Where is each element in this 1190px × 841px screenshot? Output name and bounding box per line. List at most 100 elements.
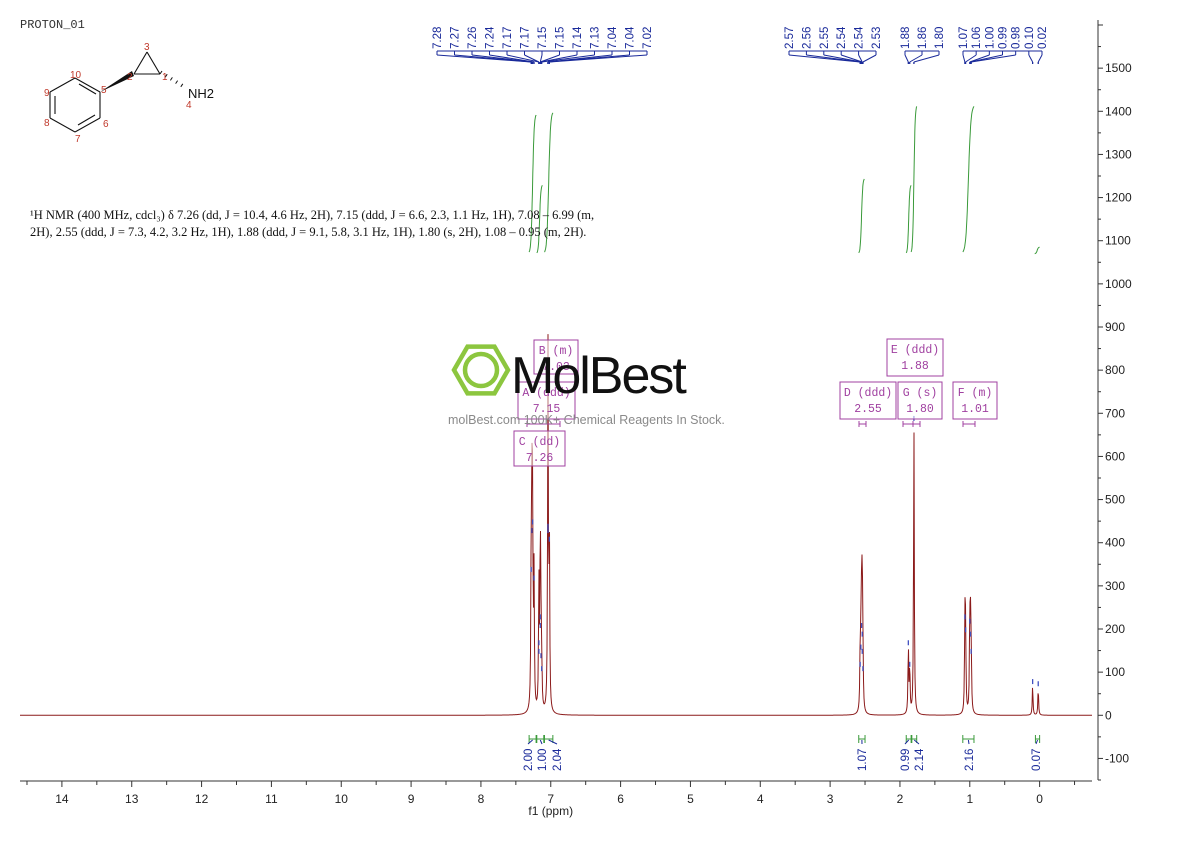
bond [74,117,101,133]
integral-connector [527,739,533,745]
y-tick-label: 700 [1105,406,1125,420]
peak-label-connector [904,54,909,63]
peak-label: 2.55 [819,27,831,49]
bond [164,73,168,78]
integral-connector [913,739,920,745]
multiplet-box [533,339,579,375]
integral-value: 2.14 [914,748,926,771]
peak-label-connector [549,54,648,63]
peak-label-connector [471,54,533,63]
multiplet-shift: 1.01 [961,403,989,416]
peak-label: 0.98 [1011,27,1023,49]
y-tick-label: 1400 [1105,104,1132,118]
watermark-url: molBest.com 100K+ Chemical Reagents In S… [448,413,725,427]
peak-label: 1.88 [900,27,912,49]
y-tick-label: 600 [1105,449,1125,463]
integral-bars: 2.00 1.00 2.04 1.07 0.99 2.14 2.16 0.07 [523,735,1043,771]
y-tick-label: 1200 [1105,191,1132,205]
peak-label: 7.02 [642,27,654,49]
integral-curves [528,106,1040,255]
peak-label: 7.17 [502,27,514,49]
bond [159,70,163,75]
watermark-logo: MolBest [451,344,689,405]
bond [78,83,97,95]
integral-value: 2.04 [552,748,564,771]
integral-curve [528,114,537,253]
peak-label-connector [913,54,940,63]
y-tick-label: -100 [1105,751,1129,765]
logo-ring-icon [462,351,500,389]
multiplet-label: B (m) [539,345,574,358]
peak-label-connector [862,54,877,63]
integral-value: 1.07 [857,749,869,771]
x-tick-label: 7 [547,792,554,806]
y-tick-label: 300 [1105,579,1125,593]
molecule-structure: NH2 1 2 3 4 5 6 7 8 9 10 [44,42,214,145]
multiplet-shift: 1.88 [901,360,929,373]
multiplet-box [839,381,897,420]
integral-connector [1035,739,1038,745]
y-tick-label: 800 [1105,363,1125,377]
peak-label: 7.15 [555,27,567,49]
peak-label-connector [540,54,560,63]
x-tick-label: 14 [55,792,69,806]
wedge-bond [100,71,134,92]
peak-label: 7.28 [432,27,444,49]
peak-label: 7.17 [520,27,532,49]
y-tick-label: 400 [1105,536,1125,550]
y-tick-label: 1000 [1105,277,1132,291]
multiplet-box [517,381,576,420]
integral-curve [1034,246,1040,255]
bond [169,77,173,81]
atom-number: 2 [127,72,133,83]
x-tick-label: 5 [687,792,694,806]
multiplet-label: F (m) [958,387,993,400]
peak-label-connector [524,54,540,63]
x-tick-label: 4 [757,792,764,806]
peak-label-connector [506,54,539,63]
peak-label: 7.24 [485,26,497,49]
x-tick-label: 6 [617,792,624,806]
multiplet-label: C (dd) [519,436,560,449]
atom-number: 7 [75,134,81,145]
multiplet-box [513,430,566,467]
multiplet-shift: 2.55 [854,403,882,416]
integral-value: 0.99 [900,749,912,771]
atom-number: 8 [44,118,50,129]
peak-label-connector [909,54,923,63]
amine-group: NH2 [188,86,214,101]
integral-value: 2.00 [523,749,535,771]
bond [180,83,184,88]
x-tick-label: 10 [335,792,349,806]
peak-label-connector [962,54,966,63]
peak-label: 2.53 [871,27,883,49]
y-tick-label: 100 [1105,665,1125,679]
peak-label-connector [858,54,863,63]
peak-label: 0.99 [998,27,1010,49]
integral-value: 1.00 [537,749,549,771]
spectrum-trace [20,334,1092,716]
integral-value: 2.16 [964,749,976,771]
y-tick-label: 1500 [1105,61,1132,75]
peak-label: 7.13 [590,27,602,49]
peak-label: 0.02 [1037,27,1049,49]
atom-number: 9 [44,88,50,99]
y-tick-label: 1300 [1105,147,1132,161]
peak-label-connector [489,54,535,63]
peak-label-connector [965,54,977,63]
multiplet-shift: 1.80 [906,403,934,416]
integral-connector [967,739,970,745]
peak-label: 7.27 [450,27,462,49]
y-axis: -100 0 100 200 300 400 500 600 700 800 900 1000 1100… [1097,20,1132,781]
x-tick-label: 11 [265,792,278,806]
peak-label: 7.04 [607,26,619,49]
peak-labels: 7.28 7.27 7.26 7.24 7.17 7.17 7.15 7.15 7.14 7.13… [432,26,1049,64]
y-tick-label: 900 [1105,320,1125,334]
multiplet-shift: 7.26 [526,452,554,465]
peak-label: 2.54 [854,26,866,49]
atom-number: 10 [70,70,82,81]
peak-label: 1.00 [984,27,996,49]
peak-label-connector [969,54,990,63]
multiplet-label: A (ddd) [522,387,570,400]
integral-connector [548,739,558,745]
